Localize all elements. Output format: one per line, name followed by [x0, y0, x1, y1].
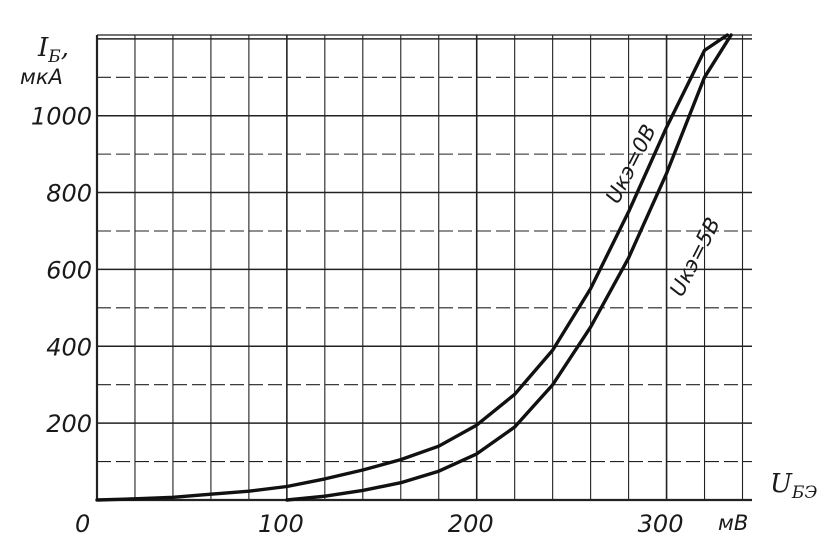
y-tick-label: 800 — [46, 180, 92, 208]
series-label-1: Uкэ=5В — [665, 214, 725, 301]
grid — [95, 34, 752, 502]
x-axis-unit: мВ — [718, 511, 748, 535]
x-tick-label: 200 — [448, 510, 494, 538]
y-tick-label: 600 — [46, 256, 92, 284]
x-tick-label: 100 — [258, 510, 304, 538]
y-axis-title: IБ, — [37, 33, 69, 67]
series-line-1 — [285, 33, 733, 502]
y-tick-label: 200 — [46, 410, 92, 438]
curves — [95, 33, 733, 502]
y-tick-label: 400 — [46, 333, 92, 361]
y-tick-label: 1000 — [31, 103, 92, 131]
x-axis-title: UБЭ — [770, 469, 817, 503]
y-axis-unit: мкА — [20, 65, 63, 89]
x-tick-label: 0 — [75, 510, 90, 538]
series-line-0 — [95, 33, 729, 502]
x-tick-label: 300 — [638, 510, 684, 538]
series-label-0: Uкэ=0В — [601, 121, 661, 208]
